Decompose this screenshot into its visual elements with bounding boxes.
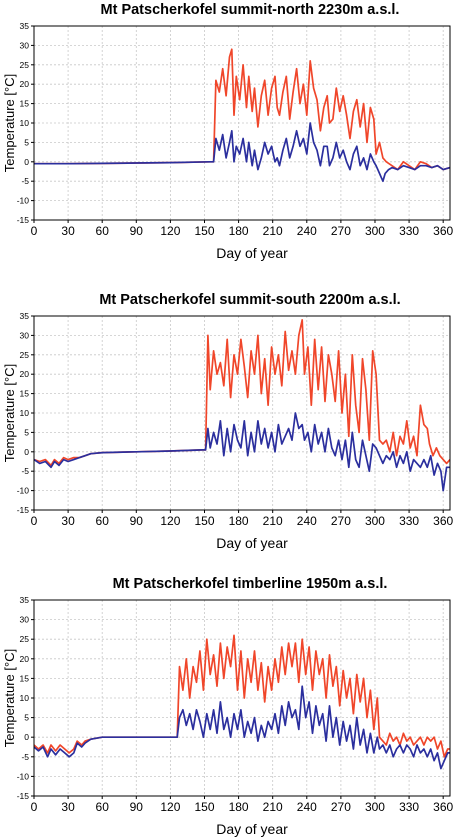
xtick-label: 60 — [96, 224, 110, 238]
xtick-label: 30 — [61, 224, 75, 238]
ytick-label: 35 — [20, 21, 30, 31]
ytick-label: 5 — [24, 137, 29, 147]
xtick-label: 180 — [229, 224, 249, 238]
ytick-label: 5 — [24, 427, 29, 437]
xtick-label: 180 — [229, 800, 249, 814]
chart-panel-timberline: Mt Patscherkofel timberline 1950m a.s.l.… — [0, 574, 454, 840]
xtick-label: 360 — [433, 224, 453, 238]
xtick-label: 60 — [96, 514, 110, 528]
ytick-label: 35 — [20, 311, 30, 321]
ytick-label: 20 — [20, 654, 30, 664]
xtick-label: 330 — [399, 224, 419, 238]
xtick-label: 270 — [331, 514, 351, 528]
ytick-label: 30 — [20, 330, 30, 340]
xtick-label: 150 — [194, 800, 214, 814]
xtick-label: 0 — [31, 224, 38, 238]
ytick-label: -15 — [17, 215, 30, 225]
xtick-label: 0 — [31, 514, 38, 528]
chart-summit-south: Mt Patscherkofel summit-south 2200m a.s.… — [2, 292, 454, 551]
xtick-label: 180 — [229, 514, 249, 528]
xtick-label: 360 — [433, 800, 453, 814]
y-axis-label: Temperature [°C] — [2, 74, 17, 172]
ytick-label: 25 — [20, 634, 30, 644]
ytick-label: 15 — [20, 99, 30, 109]
ytick-label: 0 — [24, 447, 29, 457]
xtick-label: 120 — [160, 224, 180, 238]
ytick-label: 25 — [20, 60, 30, 70]
ytick-label: -5 — [21, 752, 29, 762]
xtick-label: 300 — [365, 224, 385, 238]
chart-title: Mt Patscherkofel timberline 1950m a.s.l. — [113, 576, 388, 592]
xtick-label: 150 — [194, 224, 214, 238]
series-line-blue — [33, 685, 450, 770]
xtick-label: 90 — [130, 514, 144, 528]
ytick-label: 10 — [20, 408, 30, 418]
ytick-label: -10 — [17, 486, 30, 496]
xtick-label: 90 — [130, 800, 144, 814]
series-line-blue — [33, 412, 450, 492]
ytick-label: 0 — [24, 732, 29, 742]
xtick-label: 210 — [263, 800, 283, 814]
xtick-label: 60 — [96, 800, 110, 814]
chart-timberline: Mt Patscherkofel timberline 1950m a.s.l.… — [2, 576, 454, 837]
xtick-label: 240 — [297, 224, 317, 238]
ytick-label: 10 — [20, 693, 30, 703]
ytick-label: -10 — [17, 771, 30, 781]
ytick-label: 30 — [20, 615, 30, 625]
xtick-label: 270 — [331, 224, 351, 238]
ytick-label: 35 — [20, 595, 30, 605]
ytick-label: 15 — [20, 673, 30, 683]
ytick-label: 25 — [20, 350, 30, 360]
xtick-label: 330 — [399, 800, 419, 814]
xtick-label: 30 — [61, 800, 75, 814]
xtick-label: 150 — [194, 514, 214, 528]
ytick-label: -15 — [17, 505, 30, 515]
chart-panel-summit-north: Mt Patscherkofel summit-north 2230m a.s.… — [0, 0, 454, 268]
y-axis-label: Temperature [°C] — [2, 364, 17, 462]
ytick-label: 15 — [20, 389, 30, 399]
ytick-label: -5 — [21, 466, 29, 476]
xtick-label: 270 — [331, 800, 351, 814]
xtick-label: 300 — [365, 514, 385, 528]
chart-panel-summit-south: Mt Patscherkofel summit-south 2200m a.s.… — [0, 290, 454, 558]
xtick-label: 360 — [433, 514, 453, 528]
xtick-label: 300 — [365, 800, 385, 814]
chart-summit-north: Mt Patscherkofel summit-north 2230m a.s.… — [2, 2, 454, 261]
chart-title: Mt Patscherkofel summit-south 2200m a.s.… — [99, 292, 400, 308]
y-axis-label: Temperature [°C] — [2, 649, 17, 747]
xtick-label: 30 — [61, 514, 75, 528]
xtick-label: 210 — [263, 224, 283, 238]
xtick-label: 210 — [263, 514, 283, 528]
x-axis-label: Day of year — [216, 535, 288, 551]
x-axis-label: Day of year — [216, 821, 288, 837]
series-line-blue — [34, 122, 451, 183]
ytick-label: -5 — [21, 176, 29, 186]
xtick-label: 240 — [297, 800, 317, 814]
x-axis-label: Day of year — [216, 245, 288, 261]
xtick-label: 0 — [31, 800, 38, 814]
ytick-label: -15 — [17, 791, 30, 801]
chart-title: Mt Patscherkofel summit-north 2230m a.s.… — [101, 2, 400, 18]
ytick-label: 30 — [20, 40, 30, 50]
ytick-label: 20 — [20, 79, 30, 89]
xtick-label: 120 — [160, 514, 180, 528]
xtick-label: 240 — [297, 514, 317, 528]
ytick-label: 0 — [24, 157, 29, 167]
ytick-label: 20 — [20, 369, 30, 379]
ytick-label: -10 — [17, 196, 30, 206]
ytick-label: 10 — [20, 118, 30, 128]
xtick-label: 330 — [399, 514, 419, 528]
series-line-red — [34, 48, 451, 171]
ytick-label: 5 — [24, 713, 29, 723]
xtick-label: 90 — [130, 224, 144, 238]
xtick-label: 120 — [160, 800, 180, 814]
